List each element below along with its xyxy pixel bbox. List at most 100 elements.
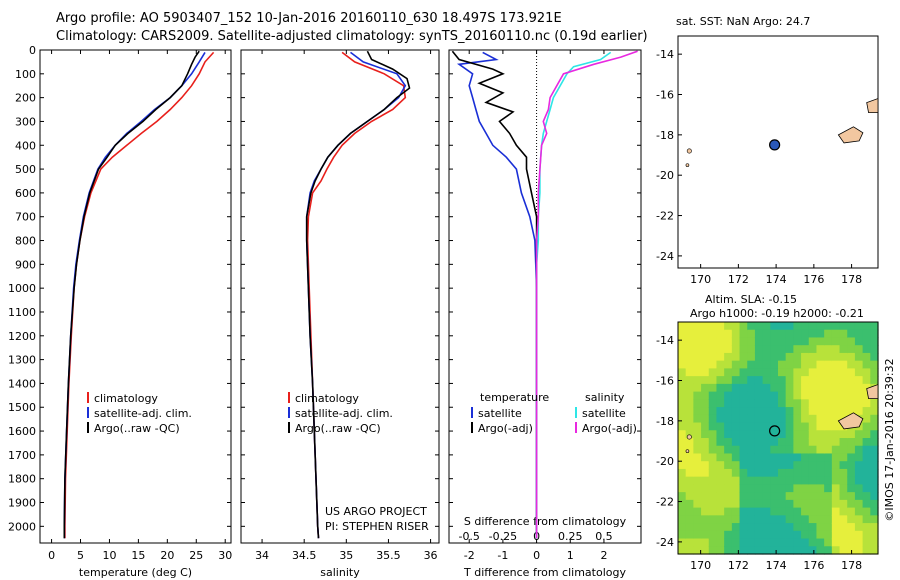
sla-cell	[870, 368, 879, 377]
sla-cell	[824, 515, 833, 524]
sla-cell	[862, 530, 871, 540]
sla-cell	[824, 546, 833, 555]
sla-cell	[701, 360, 710, 369]
s-axis-label: S difference from climatology	[464, 515, 627, 528]
sla-cell	[762, 530, 771, 540]
sla-cell	[870, 399, 879, 408]
sla-cell	[824, 352, 833, 362]
sla-cell	[701, 368, 710, 377]
sla-cell	[801, 368, 810, 377]
sla-cell	[854, 492, 864, 501]
sla-cell	[839, 445, 848, 455]
sla-cell	[801, 337, 810, 346]
map-x-tick-label: 170	[690, 273, 711, 286]
sla-cell	[785, 468, 794, 478]
s-tick-label: 0.5	[595, 530, 613, 543]
sla-cell	[785, 422, 794, 431]
sla-cell	[808, 438, 818, 447]
sla-cell	[839, 345, 848, 354]
sla-cell	[747, 523, 756, 532]
sla-cell	[854, 368, 864, 377]
sla-cell	[754, 546, 764, 555]
sla-cell	[762, 523, 771, 532]
sla-cell	[693, 515, 702, 524]
sla-cell	[808, 407, 818, 416]
legend-title: temperature	[480, 391, 549, 404]
sla-cell	[801, 507, 810, 516]
sla-cell	[824, 345, 833, 354]
sla-cell	[708, 438, 718, 447]
sla-cell	[754, 468, 764, 478]
x-tick-label: 20	[160, 549, 174, 562]
sla-cell	[754, 507, 764, 516]
sla-cell	[824, 407, 833, 416]
sla-cell	[808, 422, 818, 431]
sla-cell	[831, 422, 841, 431]
sla-cell	[793, 468, 802, 478]
sla-cell	[778, 414, 787, 424]
sla-cell	[770, 468, 779, 478]
sla-cell	[824, 492, 833, 501]
sla-cell	[862, 383, 871, 393]
sla-cell	[754, 376, 764, 385]
sla-cell	[754, 345, 764, 354]
sla-cell	[808, 461, 818, 470]
sla-cell	[678, 422, 687, 431]
sla-cell	[839, 546, 848, 555]
sla-cell	[801, 476, 810, 485]
sla-cell	[747, 376, 756, 385]
sla-cell	[778, 352, 787, 362]
x-tick-label: 36	[424, 549, 438, 562]
plot-title-line2: Climatology: CARS2009. Satellite-adjuste…	[56, 29, 648, 44]
sla-cell	[770, 383, 779, 393]
sla-cell	[785, 399, 794, 408]
sla-cell	[716, 492, 725, 501]
sla-cell	[770, 546, 779, 555]
sla-cell	[816, 345, 825, 354]
sla-cell	[778, 391, 787, 400]
panel-salinity: 34 34.5 35 35.5 36 salinity climatology satelli…	[240, 49, 440, 579]
sla-cell	[801, 499, 810, 509]
sla-cell	[801, 461, 810, 470]
map-frame	[677, 35, 879, 269]
sla-cell	[847, 484, 856, 493]
sla-cell	[693, 430, 702, 439]
sla-cell	[824, 530, 833, 540]
sla-cell	[854, 329, 864, 339]
sla-cell	[708, 476, 718, 485]
sla-cell	[685, 383, 694, 393]
sla-cell	[716, 430, 725, 439]
map-y-tick-label: -16	[656, 89, 674, 102]
depth-tick-label: 1200	[8, 330, 36, 343]
sla-cell	[701, 499, 710, 509]
sla-cell	[816, 399, 825, 408]
sla-cell	[701, 507, 710, 516]
x-tick-label: 35	[339, 549, 353, 562]
legend-label: Argo(..raw -QC)	[94, 422, 180, 435]
sla-cell	[708, 422, 718, 431]
sla-cell	[701, 391, 710, 400]
sla-cell	[854, 507, 864, 516]
sla-cell	[762, 329, 771, 339]
sla-cell	[685, 407, 694, 416]
sla-cell	[739, 391, 748, 400]
sla-cell	[801, 523, 810, 532]
sla-cell	[801, 391, 810, 400]
sla-cell	[816, 422, 825, 431]
sla-cell	[808, 476, 818, 485]
sla-cell	[847, 383, 856, 393]
sla-cell	[808, 430, 818, 439]
sla-cell	[701, 383, 710, 393]
sla-cell	[708, 345, 718, 354]
sla-cell	[847, 468, 856, 478]
sla-cell	[831, 360, 841, 369]
map-y-tick-label: -18	[656, 415, 674, 428]
map-x-tick-label: 174	[766, 559, 787, 572]
sla-cell	[678, 360, 687, 369]
sla-cell	[731, 376, 741, 385]
sla-cell	[678, 399, 687, 408]
sla-cell	[739, 523, 748, 532]
sla-cell	[678, 368, 687, 377]
sla-cell	[678, 376, 687, 385]
sla-cell	[839, 360, 848, 369]
